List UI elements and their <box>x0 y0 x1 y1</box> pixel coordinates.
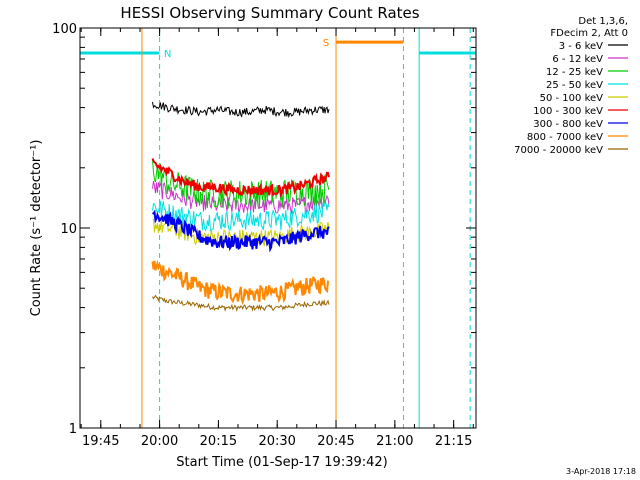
date-stamp: 3-Apr-2018 17:18 <box>566 467 636 476</box>
series-line-100-300keV <box>151 158 330 198</box>
legend-label: 25 - 50 keV <box>546 80 603 91</box>
night-marker-label: N <box>164 49 171 60</box>
legend-label: 12 - 25 keV <box>546 67 603 78</box>
legend-label: 6 - 12 keV <box>552 54 603 65</box>
y-tick-label: 1 <box>69 422 77 437</box>
legend-label: 100 - 300 keV <box>533 106 603 117</box>
legend-header-line: FDecim 2, Att 0 <box>550 28 628 39</box>
series-line-300-800keV <box>152 209 330 253</box>
series-line-3-6keV <box>152 101 330 119</box>
series-line-7000-20000keV <box>152 294 330 312</box>
x-tick-label: 20:45 <box>317 434 354 449</box>
x-tick-label: 20:00 <box>141 434 178 449</box>
y-tick-label: 100 <box>52 22 77 37</box>
legend-label: 50 - 100 keV <box>540 93 604 104</box>
y-axis-label: Count Rate (s⁻¹ detector⁻¹) <box>29 140 44 317</box>
series-line-25-50keV <box>152 200 330 232</box>
x-tick-label: 21:00 <box>376 434 413 449</box>
observing-markers: NS <box>79 28 476 428</box>
series-line-800-7000keV <box>151 259 330 306</box>
x-axis-label: Start Time (01-Sep-17 19:39:42) <box>176 455 387 470</box>
chart-title: HESSI Observing Summary Count Rates <box>120 4 419 22</box>
y-tick-label: 10 <box>60 222 77 237</box>
legend: 3 - 6 keV 6 - 12 keV 12 - 25 keV 25 - 50 ke… <box>514 41 628 156</box>
series-lines <box>151 101 330 312</box>
legend-header-line: Det 1,3,6, <box>578 16 628 27</box>
legend-label: 800 - 7000 keV <box>527 132 603 143</box>
saa-marker-label: S <box>323 38 329 49</box>
x-tick-label: 20:15 <box>200 434 237 449</box>
x-tick-label: 20:30 <box>258 434 295 449</box>
legend-header: Det 1,3,6,FDecim 2, Att 0 <box>550 16 628 39</box>
legend-label: 7000 - 20000 keV <box>514 145 603 156</box>
legend-label: 3 - 6 keV <box>559 41 603 52</box>
plot-frame <box>79 27 477 429</box>
legend-label: 300 - 800 keV <box>533 119 603 130</box>
series-line-12-25keV <box>152 159 330 209</box>
x-tick-label: 21:15 <box>435 434 472 449</box>
axes: 19:45 20:00 20:15 20:30 20:45 21:00 21:15 1 10 10… <box>52 22 476 449</box>
x-tick-label: 19:45 <box>82 434 119 449</box>
